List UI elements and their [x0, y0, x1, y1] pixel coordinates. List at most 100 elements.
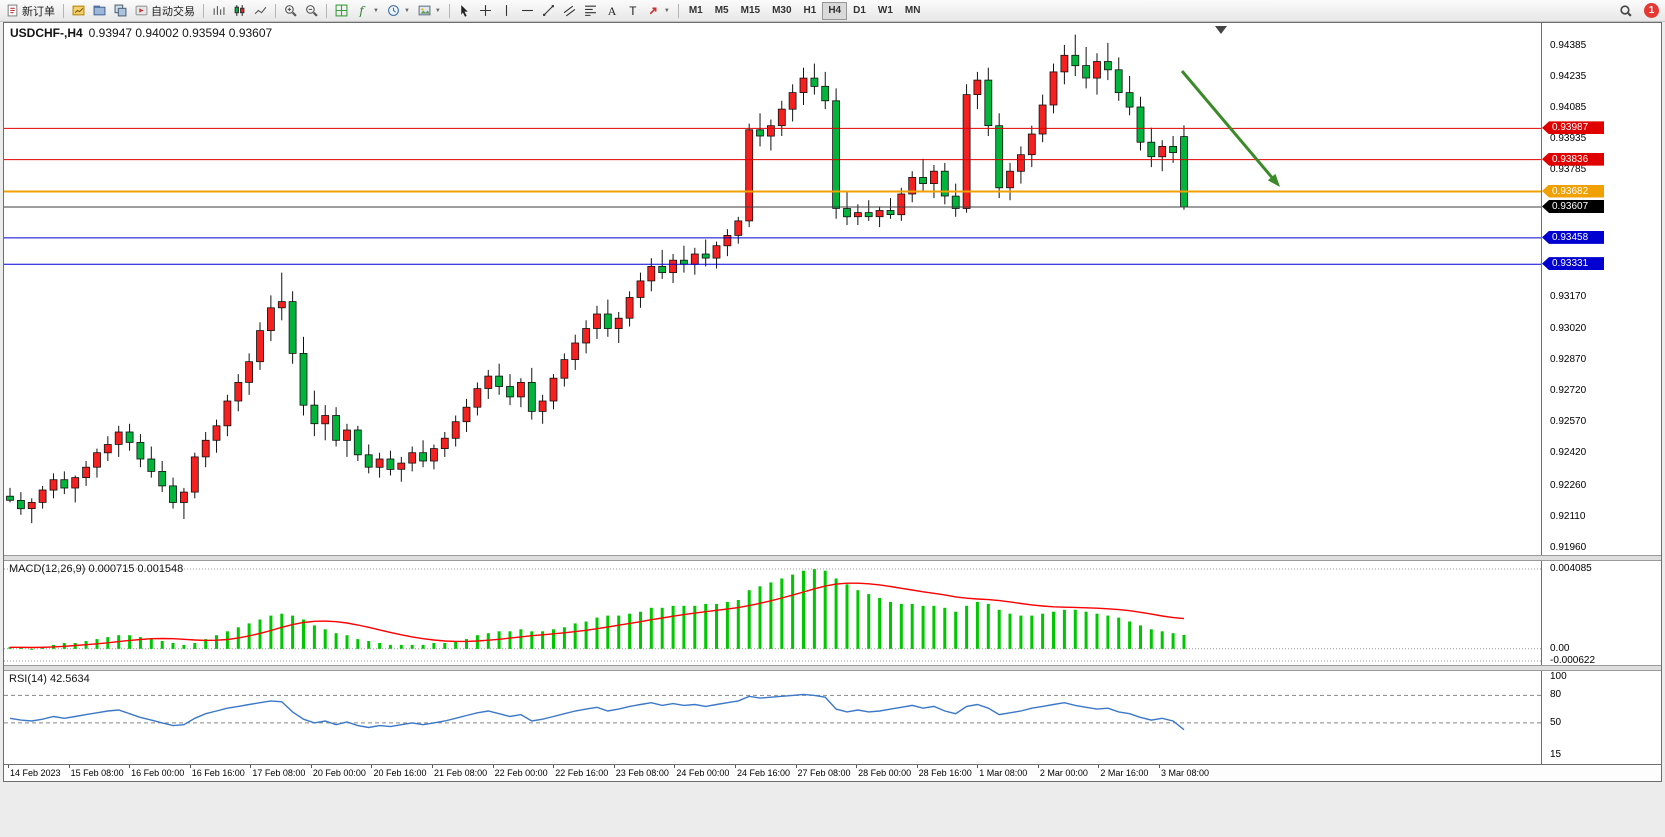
new-order-button[interactable]: 新订单: [2, 1, 59, 21]
timeframe-button-w1[interactable]: W1: [877, 4, 893, 16]
time-tick-label: 23 Feb 08:00: [615, 768, 669, 778]
time-tick: [916, 765, 918, 768]
rsi-plot[interactable]: RSI(14) 42.5634: [4, 671, 1541, 764]
periods-button[interactable]: ▼: [383, 1, 414, 21]
layers-icon: [114, 4, 127, 17]
crosshair-button[interactable]: [475, 1, 496, 21]
timeframe-button-h1[interactable]: H1: [803, 4, 817, 16]
time-tick: [250, 765, 252, 768]
price-tick-label: 0.92110: [1550, 510, 1586, 522]
autotrade-icon: [135, 5, 148, 16]
time-tick-label: 16 Feb 16:00: [191, 768, 245, 778]
bar-chart-button[interactable]: [208, 1, 229, 21]
timeframe-button-mn[interactable]: MN: [904, 4, 921, 16]
time-tick: [310, 765, 312, 768]
indicators-button[interactable]: f ▼: [352, 1, 383, 21]
time-tick-label: 28 Feb 00:00: [858, 768, 912, 778]
macd-signal-line: [10, 582, 1185, 649]
cursor-button[interactable]: [454, 1, 475, 21]
zoom-out-button[interactable]: [301, 1, 322, 21]
macd-plot[interactable]: MACD(12,26,9) 0.000715 0.001548: [4, 561, 1541, 665]
trendline-button[interactable]: [538, 1, 559, 21]
time-tick-label: 24 Feb 00:00: [676, 768, 730, 778]
photo-icon: [418, 5, 431, 16]
price-chart-plot[interactable]: USDCHF-,H4 0.93947 0.94002 0.93594 0.9360…: [4, 23, 1541, 555]
search-button[interactable]: [1615, 1, 1636, 21]
toolbar-separator: [275, 3, 276, 18]
splitter-main-macd[interactable]: [4, 555, 1661, 561]
toolbar-separator: [448, 3, 450, 18]
macd-canvas[interactable]: [4, 561, 1541, 665]
time-tick: [371, 765, 373, 768]
time-axis[interactable]: 14 Feb 2023 15 Feb 08:00 16 Feb 00:00 16 Fe…: [4, 764, 1661, 781]
trend-arrow-annotation[interactable]: [1180, 70, 1280, 187]
equidistant-channel-button[interactable]: [559, 1, 580, 21]
navigator-button[interactable]: [110, 1, 131, 21]
candles: [6, 34, 1188, 524]
price-tick-label: 0.93020: [1550, 322, 1587, 334]
notification-badge[interactable]: 1: [1644, 3, 1659, 18]
line-icon: [254, 6, 267, 15]
timeframe-button-m1[interactable]: M1: [688, 4, 703, 16]
time-tick-label: 21 Feb 08:00: [434, 768, 488, 778]
indicator-icon: f: [358, 4, 366, 17]
time-tick-label: 22 Feb 00:00: [494, 768, 548, 778]
zoom-in-button[interactable]: [280, 1, 301, 21]
price-level-tag: 0.93836: [1542, 152, 1604, 166]
macd-tick-label: -0.000622: [1550, 655, 1596, 666]
price-tick-label: 0.93170: [1550, 291, 1587, 303]
svg-text:f: f: [358, 4, 366, 17]
chart-add-icon: [72, 5, 85, 16]
time-tick-label: 22 Feb 16:00: [555, 768, 609, 778]
fibo-icon: [584, 5, 596, 16]
toolbar-separator: [677, 3, 679, 18]
tile-windows-button[interactable]: [331, 1, 352, 21]
price-tick-label: 0.94385: [1550, 39, 1587, 51]
timeframe-button-d1[interactable]: D1: [853, 4, 866, 16]
time-tick: [1098, 765, 1100, 768]
candlestick-chart-button[interactable]: [229, 1, 250, 21]
text-label-button[interactable]: T: [622, 1, 643, 21]
rsi-label: RSI(14) 42.5634: [9, 673, 90, 685]
price-tick-label: 0.94085: [1550, 102, 1587, 114]
price-tick-label: 0.93935: [1550, 133, 1587, 145]
clock-icon: [388, 5, 399, 16]
main-chart-panel: USDCHF-,H4 0.93947 0.94002 0.93594 0.9360…: [4, 23, 1661, 555]
b ottom-strip: [0, 782, 1665, 837]
templates-button[interactable]: ▼: [414, 1, 445, 21]
time-tick: [8, 765, 9, 768]
timeframe-button-m15[interactable]: M15: [740, 4, 761, 16]
price-chart-canvas[interactable]: [4, 23, 1541, 555]
shift-marker-icon[interactable]: [1215, 26, 1227, 34]
bars-icon: [213, 6, 225, 15]
horizontal-level-lines[interactable]: [4, 127, 1541, 265]
timeframe-button-m30[interactable]: M30: [772, 4, 792, 16]
rsi-canvas[interactable]: [4, 671, 1541, 764]
new-chart-button[interactable]: [68, 1, 89, 21]
splitter-macd-rsi[interactable]: [4, 665, 1661, 671]
time-tick: [129, 765, 131, 768]
price-tick-label: 0.91960: [1550, 541, 1587, 553]
timeframe-button-m5[interactable]: M5: [714, 4, 729, 16]
time-tick-label: 15 Feb 08:00: [70, 768, 124, 778]
time-tick-label: 20 Feb 16:00: [373, 768, 427, 778]
textA-icon: A: [608, 4, 617, 17]
arrows-button[interactable]: ▼: [643, 1, 674, 21]
toolbar-separator: [63, 3, 64, 18]
labelT-icon: T: [629, 4, 636, 17]
time-tick: [734, 765, 736, 768]
text-button[interactable]: A: [601, 1, 622, 21]
vertical-line-button[interactable]: [496, 1, 517, 21]
fibonacci-button[interactable]: [580, 1, 601, 21]
time-tick: [1159, 765, 1160, 768]
horizontal-line-button[interactable]: [517, 1, 538, 21]
profiles-button[interactable]: [89, 1, 110, 21]
price-level-tag: 0.93682: [1542, 184, 1604, 198]
chevron-down-icon: ▼: [434, 7, 441, 14]
autotrading-button[interactable]: 自动交易: [131, 1, 199, 21]
time-tick-label: 17 Feb 08:00: [252, 768, 306, 778]
line-chart-button[interactable]: [250, 1, 271, 21]
time-tick: [553, 765, 555, 768]
timeframe-button-h4[interactable]: H4: [822, 1, 848, 20]
toolbar-separator: [326, 3, 327, 18]
